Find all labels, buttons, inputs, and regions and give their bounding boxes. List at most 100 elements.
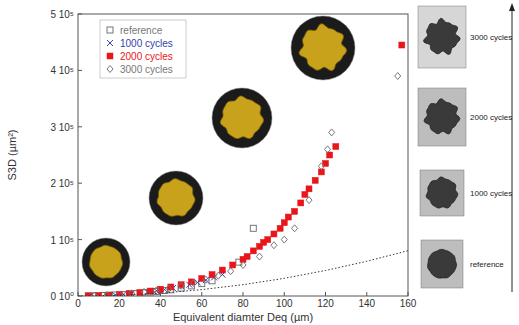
legend-box [100, 20, 186, 78]
point [219, 267, 225, 273]
point [302, 191, 308, 197]
micrograph-panel: 3000 cycles 2000 cycles 1000 cycles referen… [418, 3, 515, 292]
y-tick [78, 70, 82, 71]
legend-marker [107, 53, 113, 59]
micrograph [420, 170, 464, 216]
x-tick-label: 100 [276, 298, 293, 309]
x-tick-label: 60 [196, 298, 208, 309]
point [281, 220, 287, 226]
point [395, 73, 401, 80]
legend-marker [107, 66, 113, 73]
point [250, 248, 256, 254]
point [318, 163, 324, 170]
inset-background [82, 238, 130, 286]
x-tick [366, 292, 367, 296]
x-tick [201, 292, 202, 296]
point [333, 144, 339, 150]
x-tick-label: 80 [237, 298, 249, 309]
legend-marker [107, 40, 113, 46]
inset-background [212, 88, 272, 148]
legend-label: reference [120, 25, 163, 36]
point [292, 225, 298, 232]
y-tick-label: 5 10⁵ [50, 9, 74, 20]
point [271, 242, 277, 249]
inset-background [291, 16, 355, 80]
point [203, 276, 209, 283]
annotation: 2000 cycles [470, 113, 512, 122]
point [250, 225, 256, 231]
legend: reference 1000 cycles 2000 cycles 3000 cycl… [100, 20, 186, 78]
legend-marker [107, 27, 113, 33]
x-tick-label: 20 [114, 298, 126, 309]
legend-label: 2000 cycles [120, 51, 173, 62]
y-tick [78, 183, 82, 184]
point [399, 42, 405, 48]
micrograph [418, 88, 466, 146]
point [209, 278, 215, 284]
point [292, 208, 298, 214]
x-tick [408, 292, 409, 296]
render-blob [424, 18, 460, 54]
render-blob [426, 177, 458, 208]
point [298, 200, 304, 206]
y-tick-label: 0 10⁰ [51, 291, 74, 302]
annotation: 3000 cycles [470, 33, 512, 42]
x-tick [160, 292, 161, 296]
y-tick-label: 2 10⁵ [50, 178, 74, 189]
micrograph [418, 6, 466, 68]
y-tick [78, 239, 82, 240]
x-tick-label: 0 [75, 298, 81, 309]
x-tick [284, 292, 285, 296]
render-blob [428, 249, 457, 278]
legend-label: 3000 cycles [120, 64, 173, 75]
render-blob [90, 245, 123, 278]
y-tick [78, 14, 82, 15]
point [271, 231, 277, 237]
render-blob [157, 179, 195, 217]
x-tick [243, 292, 244, 296]
point [240, 261, 246, 268]
y-axis-label: S3D (µm²) [6, 130, 18, 181]
point [325, 146, 331, 153]
point [228, 268, 234, 275]
inset-background [149, 171, 203, 225]
micrograph [421, 240, 463, 288]
point [257, 253, 263, 260]
point [209, 272, 215, 278]
point [277, 225, 283, 231]
y-tick [78, 126, 82, 127]
chart: 0204060801001201401600 10⁰1 10⁵2 10⁵3 10… [0, 0, 519, 325]
point [178, 282, 184, 289]
point [285, 214, 291, 220]
render-blob [220, 96, 263, 139]
y-tick-label: 3 10⁵ [50, 122, 74, 133]
annotation: reference [470, 260, 504, 269]
render-blob [424, 99, 460, 134]
x-tick-label: 140 [358, 298, 375, 309]
point [306, 197, 312, 204]
x-axis-label: Equivalent diamter Deq (µm) [173, 311, 313, 323]
arrow-shaft [512, 9, 513, 292]
legend-label: 1000 cycles [120, 38, 173, 49]
arrow-head [509, 3, 515, 11]
point [306, 186, 312, 192]
point [244, 254, 250, 260]
render-blob [299, 24, 347, 71]
insets [82, 16, 355, 286]
annotation: 1000 cycles [470, 189, 512, 198]
point [191, 280, 197, 287]
x-tick-label: 40 [155, 298, 167, 309]
curve [78, 251, 408, 296]
point [215, 272, 221, 279]
x-tick [325, 292, 326, 296]
point [281, 236, 287, 243]
point [265, 237, 271, 243]
x-tick-label: 160 [400, 298, 417, 309]
x-tick [78, 292, 79, 296]
point [329, 129, 335, 136]
point [312, 177, 318, 183]
y-tick-label: 1 10⁵ [50, 235, 74, 246]
marks [78, 42, 408, 296]
plot-frame [78, 14, 408, 296]
y-tick-label: 4 10⁵ [50, 65, 74, 76]
